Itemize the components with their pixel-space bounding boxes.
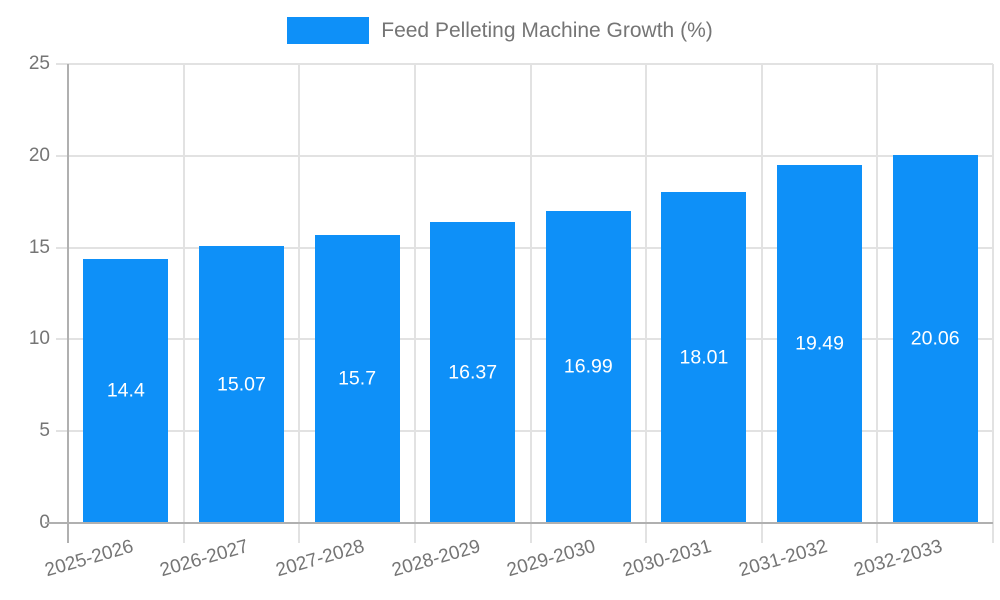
bar [777, 165, 863, 523]
x-axis-line [45, 522, 993, 524]
y-tick-label: 5 [39, 420, 50, 442]
x-gridline [760, 64, 763, 543]
bar [83, 258, 169, 523]
bar [314, 234, 400, 523]
bar [545, 211, 631, 523]
y-gridline [56, 430, 993, 433]
legend-swatch [287, 17, 370, 44]
y-tick-label: 20 [28, 144, 50, 166]
y-tick-label: 0 [0, 512, 50, 534]
x-gridline [298, 64, 301, 543]
x-gridline [529, 64, 532, 543]
y-axis-line [67, 64, 69, 543]
bar-value-label: 20.06 [910, 327, 960, 350]
y-tick-label: 25 [28, 53, 50, 74]
legend-label: Feed Pelleting Machine Growth (%) [381, 18, 713, 42]
bar-value-label: 18.01 [679, 346, 729, 369]
bar [430, 222, 516, 523]
bar-value-label: 15.7 [338, 367, 377, 390]
bar-value-label: 16.99 [563, 355, 613, 378]
y-gridline [56, 338, 993, 341]
x-gridline [645, 64, 648, 543]
y-gridline [56, 154, 993, 157]
y-tick-label: 10 [28, 328, 50, 350]
bar-value-label: 19.49 [795, 332, 844, 355]
bar-value-label: 15.07 [217, 373, 266, 396]
chart-legend: Feed Pelleting Machine Growth (%) [0, 17, 1000, 44]
y-gridline [56, 63, 993, 65]
y-gridline [56, 246, 993, 249]
x-gridline [876, 64, 879, 543]
bar [198, 246, 284, 523]
bar-value-label: 14.4 [106, 379, 145, 402]
bar-value-label: 16.37 [448, 361, 498, 384]
bar [892, 154, 978, 523]
x-gridline [992, 64, 994, 543]
x-gridline [182, 64, 185, 543]
y-tick-label: 15 [28, 236, 50, 258]
x-gridline [413, 64, 416, 543]
bar [661, 192, 747, 523]
